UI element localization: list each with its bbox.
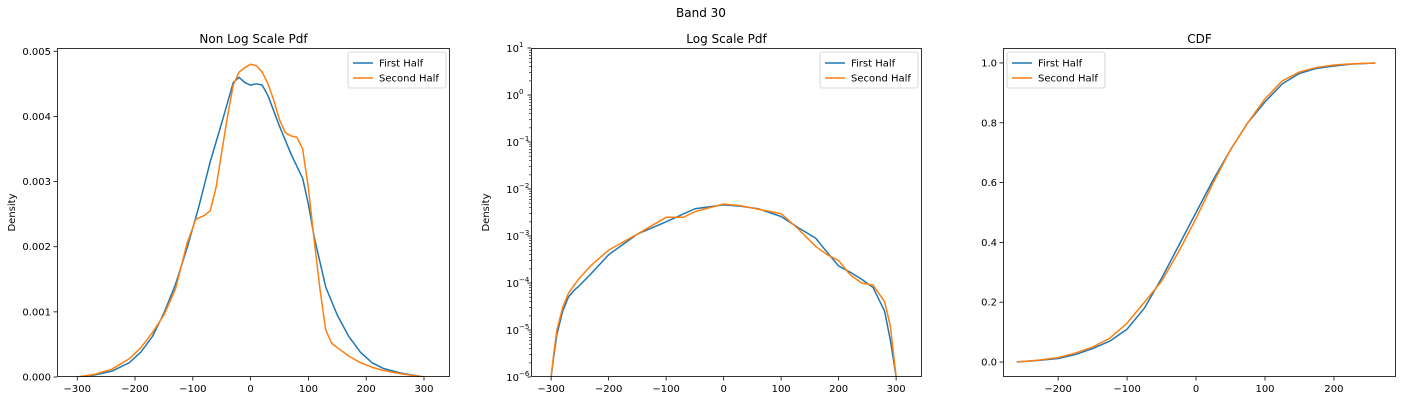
x-tick-label: 0 [247,384,253,395]
y-tick-label: 0.003 [22,177,51,188]
y-tick-exponent: −6 [519,370,530,378]
x-tick-label: 300 [887,384,906,395]
y-tick-label: 10 [506,279,519,290]
panel-1: −300 −200 −100 0 100 200 300 0.000 0.001 0.002 0.0… [7,32,450,395]
figure-suptitle: Band 30 [676,6,726,20]
legend: First Half Second Half [347,51,447,89]
y-tick-label: 10 [506,91,519,102]
series-line-second-half [550,203,897,377]
x-tick-label: 0 [1193,384,1199,395]
x-tick-label: 200 [357,384,376,395]
y-tick-label: 1.0 [981,58,997,69]
legend-box [819,51,919,89]
panel-title: Non Log Scale Pdf [199,32,308,46]
x-tick-label: −300 [63,384,90,395]
axes-frame [531,48,922,377]
y-tick-exponent: 1 [519,41,523,49]
x-tick-label: 200 [1324,384,1343,395]
y-tick-exponent: −4 [519,276,530,284]
y-tick-exponent: −2 [519,182,529,190]
panel-2: −300 −200 −100 0 100 200 30010−610−510−410−310… [481,32,922,395]
y-tick-label: 0.005 [22,47,51,58]
series-line-second-half [1016,62,1376,363]
x-tick-label: 0 [720,384,726,395]
y-axis-label: Density [481,193,492,231]
legend-label: First Half [1038,59,1083,70]
x-tick-label: 300 [414,384,433,395]
y-tick-label: 0.004 [22,112,51,123]
x-tick-label: −200 [595,384,622,395]
y-tick-label: 10 [506,44,519,55]
y-tick-label: 10 [506,232,519,243]
series-line-first-half [1016,62,1376,363]
series-line-second-half [77,63,425,377]
y-axis-label: Density [7,193,18,231]
x-tick-label: −200 [121,384,148,395]
y-tick-label: 0.0 [981,358,997,369]
x-tick-label: −100 [652,384,679,395]
y-tick-label: 0.6 [981,178,997,189]
series-line-first-half [550,204,897,377]
y-tick-label: 10 [506,138,519,149]
series-line-first-half [77,76,425,377]
legend-label: First Half [379,59,424,70]
panel-title: Log Scale Pdf [686,32,767,46]
y-tick-label: 0.000 [22,373,51,384]
y-tick-exponent: −1 [519,135,529,143]
legend-box [347,51,447,89]
x-tick-label: −300 [537,384,564,395]
y-tick-exponent: 0 [519,88,523,96]
axes-frame [57,48,450,377]
x-tick-label: 100 [772,384,791,395]
y-tick-label: 0.8 [981,118,997,129]
y-tick-label: 0.4 [981,238,997,249]
y-tick-label: 10 [506,373,519,384]
x-tick-label: 100 [299,384,318,395]
x-tick-label: 100 [1255,384,1274,395]
x-tick-label: −100 [179,384,206,395]
y-tick-label: 0.2 [981,298,997,309]
y-tick-label: 10 [506,326,519,337]
x-tick-label: −100 [1113,384,1140,395]
panel-3: −200 −100 0 100 200 0.0 0.2 0.4 0.6 0.8 1.0 CDF Firs… [981,32,1396,395]
x-tick-label: −200 [1044,384,1071,395]
x-tick-label: 200 [829,384,848,395]
legend: First Half Second Half [819,51,919,89]
axes-frame [1003,48,1396,377]
y-tick-label: 0.001 [22,307,51,318]
legend-label: First Half [851,59,896,70]
legend-label: Second Half [851,74,911,85]
panel-title: CDF [1187,32,1212,46]
y-tick-exponent: −5 [519,323,529,331]
y-tick-label: 0.002 [22,242,51,253]
legend-label: Second Half [1038,74,1098,85]
legend-box [1006,51,1106,89]
legend-label: Second Half [379,74,439,85]
y-tick-label: 10 [506,185,519,196]
y-tick-exponent: −3 [519,229,529,237]
legend: First Half Second Half [1006,51,1106,89]
